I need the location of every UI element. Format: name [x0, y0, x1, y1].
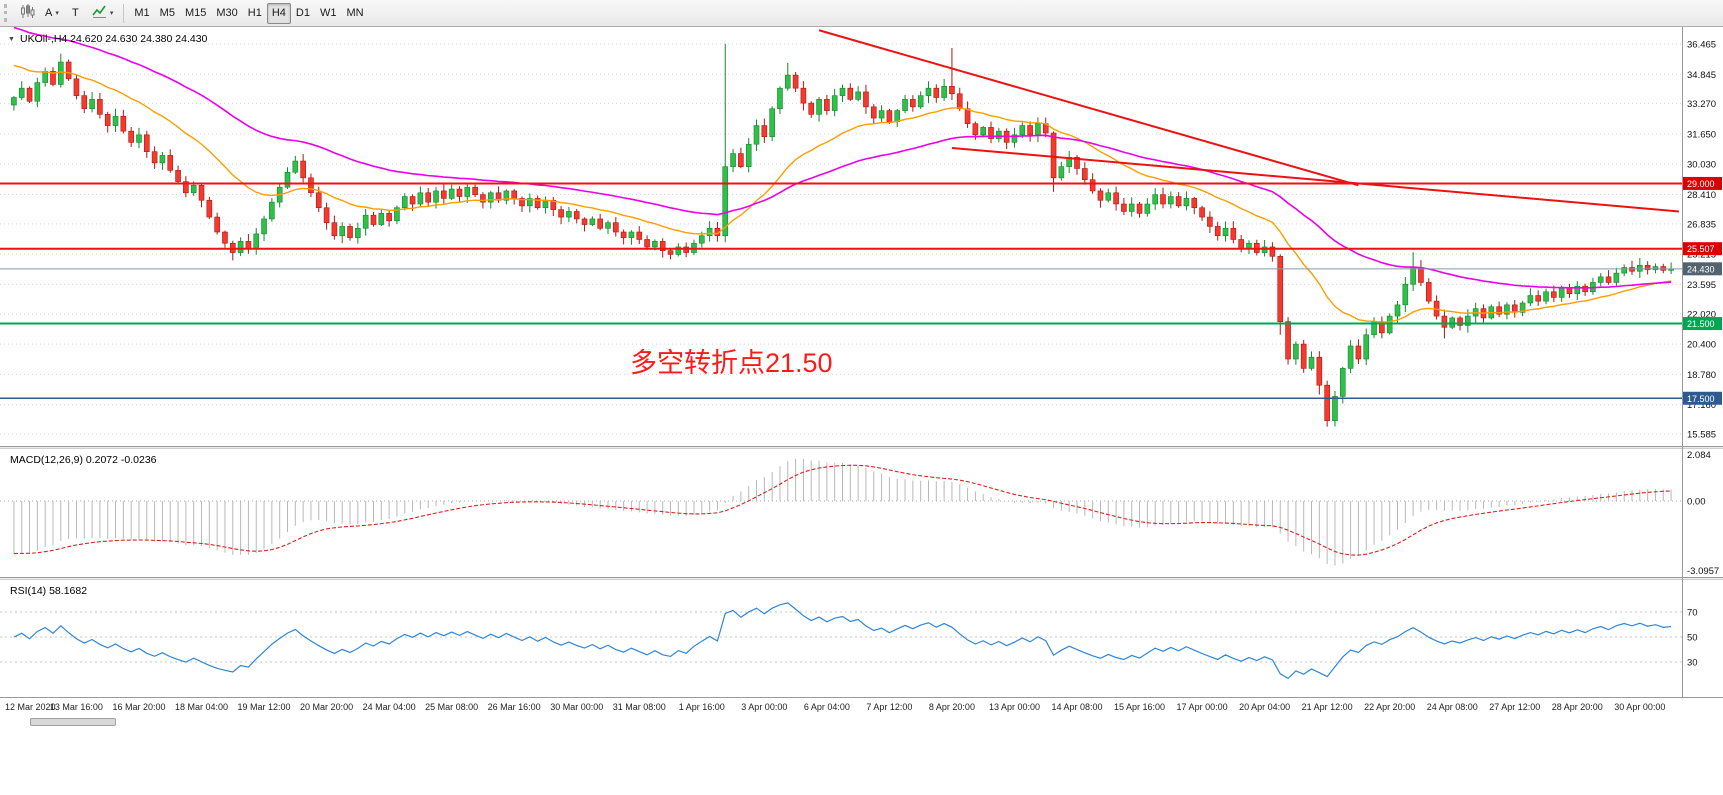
svg-text:30.030: 30.030 [1687, 160, 1716, 171]
chart-annotation[interactable]: 多空转折点21.50 [630, 348, 833, 378]
svg-text:24.430: 24.430 [1687, 264, 1715, 274]
svg-text:0.00: 0.00 [1687, 497, 1706, 508]
svg-text:31.650: 31.650 [1687, 129, 1716, 140]
timeframe-button-d1[interactable]: D1 [291, 3, 315, 24]
indicators-button[interactable]: ▾ [87, 3, 119, 24]
candles-layer [11, 43, 1674, 427]
timeframe-button-w1[interactable]: W1 [315, 3, 342, 24]
timeframe-button-m5[interactable]: M5 [155, 3, 180, 24]
chart-type-button[interactable] [15, 3, 40, 24]
svg-text:7 Apr 12:00: 7 Apr 12:00 [866, 702, 912, 712]
svg-text:21 Apr 12:00: 21 Apr 12:00 [1302, 702, 1353, 712]
rsi-header: RSI(14) 58.1682 [10, 585, 87, 597]
svg-text:3 Apr 00:00: 3 Apr 00:00 [741, 702, 787, 712]
svg-text:14 Apr 08:00: 14 Apr 08:00 [1051, 702, 1102, 712]
svg-text:17 Apr 00:00: 17 Apr 00:00 [1177, 702, 1228, 712]
svg-text:25.507: 25.507 [1687, 244, 1715, 254]
svg-text:23.595: 23.595 [1687, 280, 1716, 291]
svg-text:2.084: 2.084 [1687, 450, 1711, 461]
svg-text:26 Mar 16:00: 26 Mar 16:00 [488, 702, 541, 712]
svg-text:13 Apr 00:00: 13 Apr 00:00 [989, 702, 1040, 712]
symbol-dropdown-marker[interactable]: ▼ [8, 36, 15, 43]
svg-text:22.020: 22.020 [1687, 309, 1716, 320]
svg-text:12 Mar 2020: 12 Mar 2020 [5, 702, 56, 712]
grid-layer [0, 43, 1682, 435]
candlestick-chart-icon [20, 4, 35, 22]
svg-text:22 Apr 20:00: 22 Apr 20:00 [1364, 702, 1415, 712]
text-tool-label: T [71, 7, 79, 19]
svg-text:21.500: 21.500 [1687, 319, 1715, 329]
timeframe-button-m15[interactable]: M15 [180, 3, 211, 24]
svg-text:33.270: 33.270 [1687, 99, 1716, 110]
moving-averages-layer [13, 27, 1672, 323]
timeframe-button-mn[interactable]: MN [341, 3, 368, 24]
svg-text:36.465: 36.465 [1687, 40, 1716, 51]
svg-text:30 Apr 00:00: 30 Apr 00:00 [1614, 702, 1665, 712]
svg-text:26.835: 26.835 [1687, 219, 1716, 230]
svg-text:25 Mar 08:00: 25 Mar 08:00 [425, 702, 478, 712]
svg-text:29.000: 29.000 [1687, 179, 1715, 189]
indicators-icon [92, 4, 107, 22]
svg-text:17.500: 17.500 [1687, 394, 1715, 404]
svg-text:8 Apr 20:00: 8 Apr 20:00 [929, 702, 975, 712]
svg-text:24 Mar 04:00: 24 Mar 04:00 [363, 702, 416, 712]
svg-text:18 Mar 04:00: 18 Mar 04:00 [175, 702, 228, 712]
toolbar-separator [123, 3, 125, 23]
svg-text:20 Apr 04:00: 20 Apr 04:00 [1239, 702, 1290, 712]
timeframe-button-h4[interactable]: H4 [266, 2, 291, 24]
svg-text:20 Mar 20:00: 20 Mar 20:00 [300, 702, 353, 712]
cursor-tool-label: A [45, 7, 53, 19]
macd-layer [0, 458, 1682, 566]
svg-text:16 Mar 20:00: 16 Mar 20:00 [112, 702, 165, 712]
svg-text:6 Apr 04:00: 6 Apr 04:00 [804, 702, 850, 712]
svg-text:34.845: 34.845 [1687, 70, 1716, 81]
toolbar-grip[interactable] [4, 4, 11, 22]
caret-down-icon: ▾ [109, 10, 114, 17]
scrollbar-thumb[interactable] [30, 718, 116, 726]
timeframe-button-m30[interactable]: M30 [211, 3, 242, 24]
svg-text:19 Mar 12:00: 19 Mar 12:00 [238, 702, 291, 712]
svg-text:1 Apr 16:00: 1 Apr 16:00 [679, 702, 725, 712]
svg-text:28.410: 28.410 [1687, 190, 1716, 201]
cursor-tool-button[interactable]: A ▾ [40, 3, 64, 24]
bottom-strip [0, 716, 1723, 795]
svg-text:15.585: 15.585 [1687, 430, 1716, 441]
caret-down-icon: ▾ [55, 10, 59, 17]
svg-text:30: 30 [1687, 658, 1698, 669]
svg-text:18.780: 18.780 [1687, 370, 1716, 381]
timeframe-button-m1[interactable]: M1 [129, 3, 154, 24]
timeframe-button-h1[interactable]: H1 [243, 3, 267, 24]
svg-text:17.160: 17.160 [1687, 400, 1716, 411]
svg-text:20.400: 20.400 [1687, 340, 1716, 351]
svg-text:13 Mar 16:00: 13 Mar 16:00 [50, 702, 103, 712]
price-axis: 36.465 34.845 33.270 31.650 30.030 28.410 26.8… [1683, 40, 1722, 669]
text-tool-button[interactable]: T [64, 3, 87, 24]
ohlc-header: UKOil-,H4 24.620 24.630 24.380 24.430 [20, 33, 208, 45]
rsi-layer [0, 602, 1682, 680]
svg-text:30 Mar 00:00: 30 Mar 00:00 [550, 702, 603, 712]
svg-text:24 Apr 08:00: 24 Apr 08:00 [1427, 702, 1478, 712]
chart-objects-layer[interactable] [0, 29, 1682, 400]
svg-text:27 Apr 12:00: 27 Apr 12:00 [1489, 702, 1540, 712]
svg-text:28 Apr 20:00: 28 Apr 20:00 [1552, 702, 1603, 712]
svg-text:-3.0957: -3.0957 [1687, 566, 1719, 577]
svg-text:15 Apr 16:00: 15 Apr 16:00 [1114, 702, 1165, 712]
macd-header: MACD(12,26,9) 0.2072 -0.0236 [10, 454, 157, 466]
svg-text:70: 70 [1687, 608, 1698, 619]
toolbar: A ▾ T ▾ M1 M5 M15 M30 H1 H4 D1 W1 MN [0, 0, 1723, 27]
svg-text:50: 50 [1687, 633, 1698, 644]
svg-text:31 Mar 08:00: 31 Mar 08:00 [613, 702, 666, 712]
timeframe-buttons: M1 M5 M15 M30 H1 H4 D1 W1 MN [129, 2, 368, 24]
chart-area[interactable]: 36.465 34.845 33.270 31.650 30.030 28.410 26.8… [0, 27, 1723, 716]
panel-frames [0, 27, 1723, 698]
